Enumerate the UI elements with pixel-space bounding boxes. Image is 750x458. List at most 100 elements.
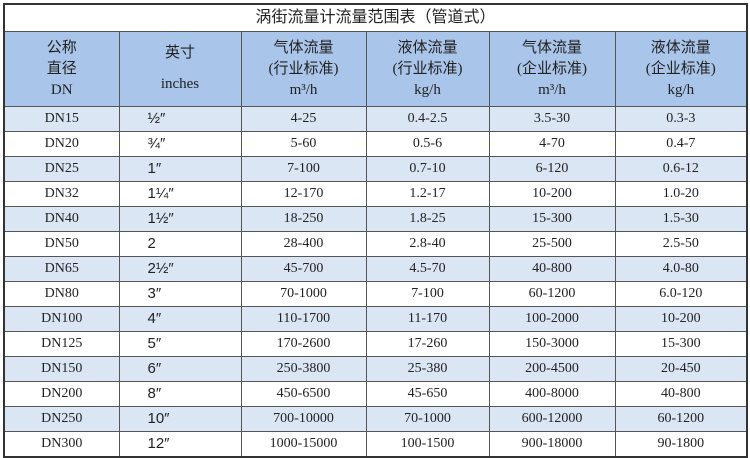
table-row: DN200 8″ 450-6500 45-650 400-8000 40-800 — [3, 381, 748, 407]
cell-gas-flow-industry: 18-250 — [240, 206, 367, 232]
header-liquid-flow-enterprise: 液体流量 (企业标准) kg/h — [614, 31, 748, 107]
cell-liquid-flow-enterprise: 20-450 — [614, 356, 748, 382]
cell-liquid-flow-industry: 45-650 — [365, 381, 490, 407]
table-row: DN20 ¾″ 5-60 0.5-6 4-70 0.4-7 — [3, 131, 748, 157]
cell-gas-flow-industry: 1000-15000 — [240, 431, 367, 458]
cell-liquid-flow-industry: 11-170 — [365, 306, 490, 332]
cell-nominal-diameter: DN50 — [3, 231, 120, 257]
cell-liquid-flow-industry: 0.7-10 — [365, 156, 490, 182]
cell-liquid-flow-enterprise: 60-1200 — [614, 406, 748, 432]
cell-inches: 12″ — [118, 431, 242, 458]
header-line: 直径 — [46, 60, 77, 77]
header-line: kg/h — [667, 81, 695, 98]
cell-liquid-flow-enterprise: 2.5-50 — [614, 231, 748, 257]
cell-liquid-flow-enterprise: 6.0-120 — [614, 281, 748, 307]
cell-gas-flow-industry: 70-1000 — [240, 281, 367, 307]
cell-nominal-diameter: DN200 — [3, 381, 120, 407]
cell-liquid-flow-industry: 100-1500 — [365, 431, 490, 458]
cell-inches: 6″ — [118, 356, 242, 382]
header-line: 气体流量 — [273, 39, 334, 56]
cell-liquid-flow-enterprise: 90-1800 — [614, 431, 748, 458]
cell-inches: 10″ — [118, 406, 242, 432]
cell-liquid-flow-enterprise: 1.5-30 — [614, 206, 748, 232]
cell-gas-flow-enterprise: 100-2000 — [488, 306, 616, 332]
header-line: (企业标准) — [645, 60, 716, 77]
cell-gas-flow-industry: 450-6500 — [240, 381, 367, 407]
cell-gas-flow-industry: 110-1700 — [240, 306, 367, 332]
table-title: 涡街流量计流量范围表（管道式） — [3, 3, 748, 32]
cell-gas-flow-enterprise: 900-18000 — [488, 431, 616, 458]
header-line: 英寸 — [164, 45, 195, 61]
cell-liquid-flow-industry: 17-260 — [365, 331, 490, 357]
header-line: 公称 — [46, 39, 77, 56]
cell-liquid-flow-enterprise: 10-200 — [614, 306, 748, 332]
cell-gas-flow-industry: 7-100 — [240, 156, 367, 182]
header-nominal-diameter: 公称直径 DN — [3, 31, 120, 107]
cell-inches: 1¼″ — [118, 181, 242, 207]
cell-liquid-flow-industry: 2.8-40 — [365, 231, 490, 257]
cell-gas-flow-industry: 5-60 — [240, 131, 367, 157]
header-line: 气体流量 — [521, 39, 582, 56]
cell-liquid-flow-enterprise: 1.0-20 — [614, 181, 748, 207]
table-row: DN250 10″ 700-10000 70-1000 600-12000 60-1200 — [3, 406, 748, 432]
cell-liquid-flow-enterprise: 0.3-3 — [614, 106, 748, 132]
table-row: DN15 ½″ 4-25 0.4-2.5 3.5-30 0.3-3 — [3, 106, 748, 132]
cell-inches: 5″ — [118, 331, 242, 357]
header-liquid-flow-industry: 液体流量 (行业标准) kg/h — [365, 31, 490, 107]
cell-nominal-diameter: DN20 — [3, 131, 120, 157]
cell-gas-flow-industry: 170-2600 — [240, 331, 367, 357]
cell-inches: 8″ — [118, 381, 242, 407]
header-line: inches — [160, 76, 200, 92]
cell-liquid-flow-industry: 1.8-25 — [365, 206, 490, 232]
table-row: DN32 1¼″ 12-170 1.2-17 10-200 1.0-20 — [3, 181, 748, 207]
table-row: DN50 2 28-400 2.8-40 25-500 2.5-50 — [3, 231, 748, 257]
cell-gas-flow-industry: 700-10000 — [240, 406, 367, 432]
cell-nominal-diameter: DN65 — [3, 256, 120, 282]
header-line: kg/h — [414, 81, 441, 98]
cell-nominal-diameter: DN40 — [3, 206, 120, 232]
cell-inches: 2½″ — [118, 256, 242, 282]
header-line — [120, 64, 241, 74]
header-line: DN — [50, 81, 73, 98]
cell-gas-flow-industry: 45-700 — [240, 256, 367, 282]
header-line: 液体流量 — [397, 39, 458, 56]
table-row: DN65 2½″ 45-700 4.5-70 40-800 4.0-80 — [3, 256, 748, 282]
flow-range-table: 涡街流量计流量范围表（管道式） 公称 直径 DN 英寸 inches 气体流量 (行业标准… — [3, 3, 749, 458]
cell-nominal-diameter: DN25 — [3, 156, 120, 182]
table-row: DN25 1″ 7-100 0.7-10 6-120 0.6-12 — [3, 156, 748, 182]
header-gas-flow-industry: 气体流量 (行业标准) m³/h — [240, 31, 367, 107]
cell-inches: 3″ — [118, 281, 242, 307]
cell-gas-flow-enterprise: 600-12000 — [488, 406, 616, 432]
cell-liquid-flow-industry: 25-380 — [365, 356, 490, 382]
cell-liquid-flow-enterprise: 0.6-12 — [614, 156, 748, 182]
header-row: 公称 直径 DN 英寸 inches 气体流量 (行业标准) m³/h 液体流量 (行业标准) k… — [3, 31, 748, 107]
header-inches: 英寸 inches — [118, 31, 242, 107]
cell-inches: 1½″ — [118, 206, 242, 232]
cell-gas-flow-enterprise: 60-1200 — [488, 281, 616, 307]
cell-gas-flow-enterprise: 25-500 — [488, 231, 616, 257]
cell-gas-flow-enterprise: 15-300 — [488, 206, 616, 232]
cell-liquid-flow-industry: 1.2-17 — [365, 181, 490, 207]
cell-inches: ¾″ — [118, 131, 242, 157]
cell-liquid-flow-industry: 0.4-2.5 — [365, 106, 490, 132]
header-line: 液体流量 — [650, 39, 711, 56]
cell-nominal-diameter: DN250 — [3, 406, 120, 432]
header-line: (企业标准) — [517, 60, 587, 77]
table-row: DN80 3″ 70-1000 7-100 60-1200 6.0-120 — [3, 281, 748, 307]
cell-liquid-flow-industry: 7-100 — [365, 281, 490, 307]
header-line: m³/h — [538, 81, 566, 98]
cell-gas-flow-enterprise: 150-3000 — [488, 331, 616, 357]
cell-liquid-flow-enterprise: 15-300 — [614, 331, 748, 357]
cell-nominal-diameter: DN80 — [3, 281, 120, 307]
cell-gas-flow-enterprise: 6-120 — [488, 156, 616, 182]
cell-inches: 1″ — [118, 156, 242, 182]
table-row: DN100 4″ 110-1700 11-170 100-2000 10-200 — [3, 306, 748, 332]
cell-gas-flow-enterprise: 3.5-30 — [488, 106, 616, 132]
cell-nominal-diameter: DN100 — [3, 306, 120, 332]
cell-gas-flow-enterprise: 40-800 — [488, 256, 616, 282]
cell-gas-flow-enterprise: 4-70 — [488, 131, 616, 157]
cell-liquid-flow-industry: 70-1000 — [365, 406, 490, 432]
cell-gas-flow-enterprise: 400-8000 — [488, 381, 616, 407]
cell-gas-flow-industry: 12-170 — [240, 181, 367, 207]
cell-inches: 4″ — [118, 306, 242, 332]
